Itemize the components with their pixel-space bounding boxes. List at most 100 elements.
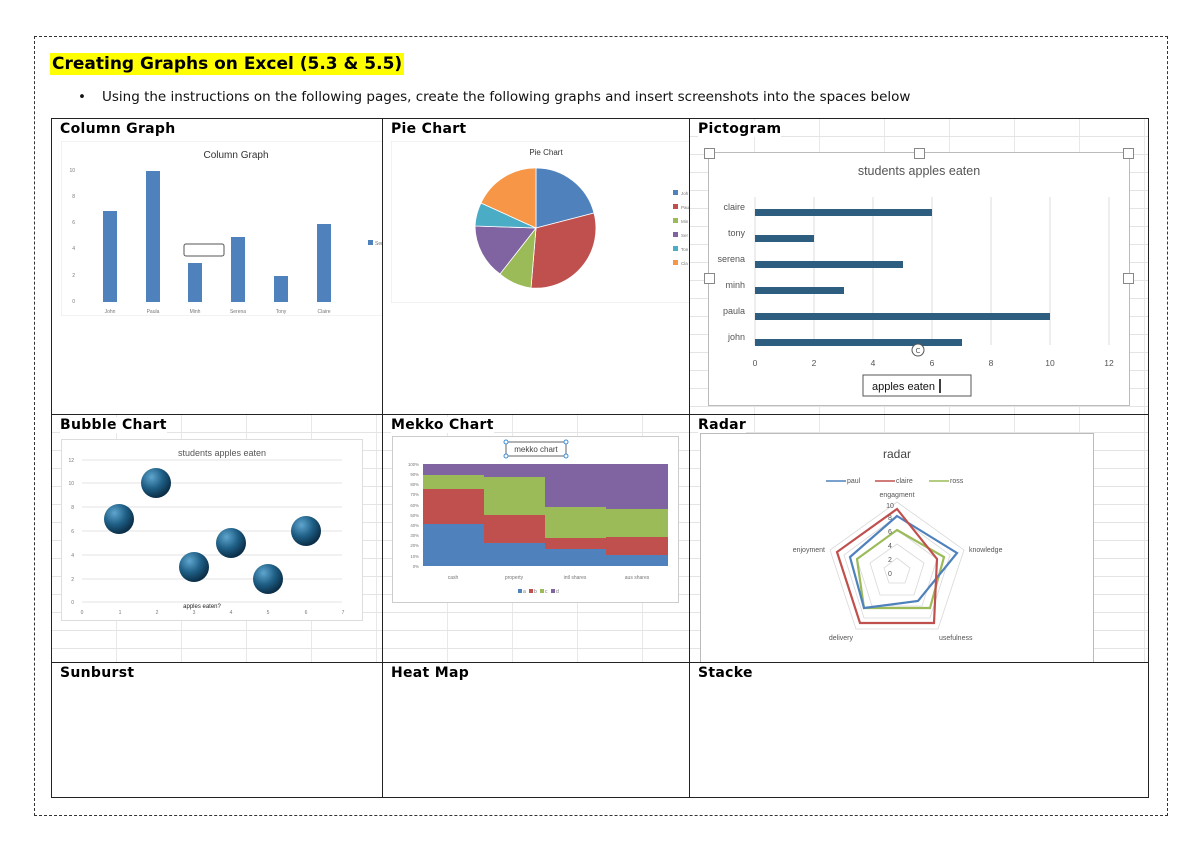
svg-text:70%: 70% bbox=[410, 492, 419, 497]
svg-text:Ton: Ton bbox=[681, 247, 689, 252]
cell-label: Pie Chart bbox=[391, 121, 467, 137]
bars bbox=[755, 209, 1050, 346]
svg-text:80%: 80% bbox=[410, 482, 419, 487]
svg-text:0: 0 bbox=[81, 610, 84, 616]
mekko-chart-screenshot[interactable]: mekko chart bbox=[392, 436, 679, 603]
svg-text:5: 5 bbox=[267, 610, 270, 616]
svg-text:serena: serena bbox=[717, 254, 745, 264]
cell-label: Pictogram bbox=[698, 121, 782, 137]
cell-label: Heat Map bbox=[391, 665, 470, 681]
svg-text:knowledge: knowledge bbox=[969, 547, 1003, 554]
svg-text:apples eaten?: apples eaten? bbox=[183, 604, 221, 610]
svg-text:7: 7 bbox=[342, 610, 345, 616]
svg-text:10%: 10% bbox=[410, 554, 419, 559]
chart-title: students apples eaten bbox=[178, 448, 266, 458]
chart-title: students apples eaten bbox=[858, 164, 980, 178]
svg-text:d: d bbox=[556, 589, 559, 595]
mekko-columns bbox=[423, 464, 668, 566]
svg-text:C: C bbox=[916, 347, 921, 355]
radar-grid bbox=[829, 501, 965, 630]
svg-text:cash: cash bbox=[448, 575, 459, 581]
svg-text:aus shares: aus shares bbox=[625, 575, 650, 581]
svg-text:Serena: Serena bbox=[230, 309, 246, 315]
pie-chart-screenshot[interactable]: Pie Chart Joh Pau Min Ser Ton bbox=[391, 141, 690, 303]
svg-text:a: a bbox=[523, 589, 526, 595]
svg-text:60%: 60% bbox=[410, 503, 419, 508]
cell-mekko-chart: Mekko Chart mekko chart bbox=[382, 414, 690, 663]
svg-text:john: john bbox=[727, 332, 745, 342]
svg-text:usefulness: usefulness bbox=[939, 635, 973, 642]
svg-text:10: 10 bbox=[1045, 358, 1055, 368]
svg-text:delivery: delivery bbox=[829, 635, 854, 642]
cell-pictogram: Pictogram students apples eaten bbox=[689, 118, 1149, 415]
svg-text:paul: paul bbox=[847, 478, 861, 485]
svg-text:Tony: Tony bbox=[276, 309, 287, 315]
svg-text:6: 6 bbox=[930, 358, 935, 368]
svg-text:b: b bbox=[534, 589, 537, 595]
cell-label: Bubble Chart bbox=[60, 417, 167, 433]
cell-sunburst: Sunburst bbox=[51, 662, 383, 798]
resize-handle bbox=[704, 273, 715, 284]
radar-series-paul bbox=[848, 514, 959, 610]
svg-text:c: c bbox=[545, 589, 548, 595]
svg-text:10: 10 bbox=[68, 481, 74, 487]
svg-text:4: 4 bbox=[871, 358, 876, 368]
svg-text:property: property bbox=[505, 575, 524, 581]
svg-text:2: 2 bbox=[812, 358, 817, 368]
svg-text:4: 4 bbox=[71, 553, 74, 559]
svg-text:Minh: Minh bbox=[190, 309, 201, 315]
svg-text:Claire: Claire bbox=[317, 309, 330, 315]
graphs-table: Column Graph Column Graph 0 2 4 6 8 10 bbox=[51, 118, 1149, 798]
instruction-text: Using the instructions on the following … bbox=[102, 89, 911, 105]
svg-text:2: 2 bbox=[72, 273, 75, 279]
pictogram-screenshot[interactable]: students apples eaten claire t bbox=[704, 148, 1134, 406]
svg-text:1: 1 bbox=[119, 610, 122, 616]
resize-handle bbox=[704, 148, 715, 159]
chart-title-selected bbox=[505, 441, 567, 457]
svg-text:Cla: Cla bbox=[681, 261, 688, 266]
svg-text:0: 0 bbox=[888, 571, 892, 578]
svg-text:minh: minh bbox=[725, 280, 745, 290]
svg-text:4: 4 bbox=[230, 610, 233, 616]
svg-text:0: 0 bbox=[72, 299, 75, 305]
cell-label: Column Graph bbox=[60, 121, 176, 137]
svg-text:10: 10 bbox=[69, 168, 75, 174]
svg-text:Seri: Seri bbox=[375, 241, 383, 247]
svg-text:claire: claire bbox=[896, 478, 913, 485]
page-border bbox=[34, 36, 1168, 816]
svg-text:Min: Min bbox=[681, 219, 689, 224]
cell-label: Mekko Chart bbox=[391, 417, 494, 433]
svg-text:apples eaten: apples eaten bbox=[872, 381, 935, 393]
bullet-icon: • bbox=[78, 89, 86, 105]
svg-text:4: 4 bbox=[72, 246, 75, 252]
cell-label: Radar bbox=[698, 417, 747, 433]
svg-text:30%: 30% bbox=[410, 533, 419, 538]
chart-title: radar bbox=[883, 447, 911, 461]
svg-text:8: 8 bbox=[989, 358, 994, 368]
svg-text:Pau: Pau bbox=[681, 205, 690, 210]
svg-text:Joh: Joh bbox=[681, 191, 689, 196]
chart-title: Pie Chart bbox=[529, 148, 563, 157]
cell-column-graph: Column Graph Column Graph 0 2 4 6 8 10 bbox=[51, 118, 383, 415]
svg-text:12: 12 bbox=[68, 458, 74, 464]
axis-title-textbox bbox=[862, 374, 972, 397]
svg-text:Paula: Paula bbox=[147, 309, 160, 315]
page-title: Creating Graphs on Excel (5.3 & 5.5) bbox=[50, 53, 405, 75]
radar-series-claire bbox=[835, 507, 939, 625]
svg-text:4: 4 bbox=[888, 543, 892, 550]
cell-stacked: Stacke bbox=[689, 662, 1149, 798]
svg-text:10: 10 bbox=[886, 503, 894, 510]
svg-text:8: 8 bbox=[71, 505, 74, 511]
bubble-chart-screenshot[interactable]: students apples eaten 0 2 4 6 8 10 12 bbox=[61, 439, 363, 621]
selected-textbox bbox=[183, 243, 225, 257]
svg-text:6: 6 bbox=[71, 529, 74, 535]
svg-text:90%: 90% bbox=[410, 472, 419, 477]
svg-text:6: 6 bbox=[72, 220, 75, 226]
column-graph-screenshot[interactable]: Column Graph 0 2 4 6 8 10 bbox=[61, 141, 383, 316]
svg-text:8: 8 bbox=[888, 515, 892, 522]
radar-chart-screenshot[interactable]: radar paul claire ross bbox=[700, 433, 1094, 662]
resize-handle bbox=[1123, 273, 1134, 284]
cell-label: Sunburst bbox=[60, 665, 135, 681]
chart-title: Column Graph bbox=[203, 150, 268, 161]
rotate-handle-icon bbox=[911, 343, 925, 357]
